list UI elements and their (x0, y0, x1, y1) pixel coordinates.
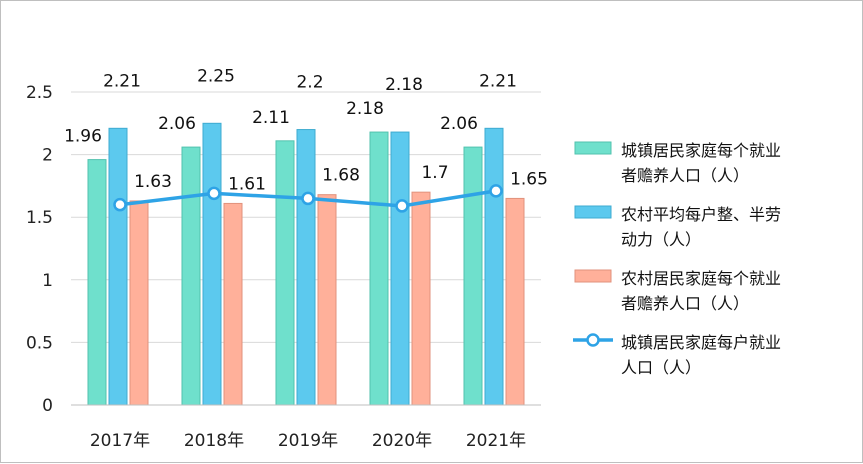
data-label: 2.21 (479, 71, 517, 91)
data-label: 2.25 (197, 66, 235, 86)
legend-swatch-0 (574, 141, 612, 155)
legend-label: 者赡养人口（人） (621, 166, 749, 185)
data-label: 2.11 (252, 108, 290, 128)
x-tick-label: 2018年 (184, 431, 244, 451)
data-label: 2.21 (103, 71, 141, 91)
y-tick-label: 2 (42, 146, 53, 166)
bar-2-3 (411, 191, 431, 406)
bar-0-1 (181, 146, 201, 406)
bar-0-2 (275, 140, 295, 406)
y-tick-label: 2.5 (26, 83, 53, 103)
data-label: 2.06 (440, 114, 478, 134)
axes: 0 0.5 1 1.5 2 2.5 2017年 2018年 2019年 2020年 2021年 (26, 83, 541, 451)
bar-2-4 (505, 197, 525, 406)
data-label: 1.63 (134, 172, 172, 192)
x-tick-label: 2021年 (466, 431, 526, 451)
line-series (113, 184, 503, 213)
x-tick-label: 2017年 (90, 431, 150, 451)
bars (87, 122, 525, 406)
bar-1-1 (202, 122, 222, 406)
bar-1-3 (390, 131, 410, 406)
bar-2-0 (129, 200, 149, 406)
y-tick-label: 0.5 (26, 333, 53, 353)
y-tick-label: 0 (42, 396, 53, 416)
x-tick-label: 2019年 (278, 431, 338, 451)
data-labels: 1.96 2.06 2.11 2.18 2.06 2.21 2.25 2.2 2.18 2.21 1… (64, 66, 548, 194)
legend-label: 农村居民家庭每个就业 (621, 269, 781, 288)
legend-swatch-1 (574, 205, 612, 219)
bar-0-0 (87, 159, 107, 406)
legend-label: 城镇居民家庭每户就业 (621, 333, 781, 352)
data-label: 1.7 (421, 163, 448, 183)
bar-0-3 (369, 131, 389, 406)
data-label: 2.18 (346, 99, 384, 119)
legend-label: 人口（人） (621, 358, 701, 377)
bar-1-2 (296, 129, 316, 406)
legend-label: 农村平均每户整、半劳 (621, 205, 781, 224)
x-tick-label: 2020年 (372, 431, 432, 451)
data-label: 2.2 (296, 73, 323, 93)
line-point-1 (207, 186, 221, 201)
legend-label: 动力（人） (621, 230, 701, 249)
legend-swatch-2 (574, 269, 612, 283)
bar-1-4 (484, 127, 504, 406)
data-label: 1.96 (64, 127, 102, 147)
y-tick-label: 1.5 (26, 208, 53, 228)
legend-label: 城镇居民家庭每个就业 (621, 141, 781, 160)
line-point-2 (301, 191, 315, 206)
line-point-4 (489, 184, 503, 198)
y-tick-label: 1 (42, 271, 53, 291)
bar-2-1 (223, 202, 243, 406)
data-label: 1.65 (510, 169, 548, 189)
bar-1-0 (108, 127, 128, 406)
data-label: 1.68 (322, 166, 360, 186)
bar-0-4 (463, 146, 483, 406)
legend-swatch-marker (586, 333, 600, 347)
data-label: 2.06 (158, 114, 196, 134)
data-label: 2.18 (385, 75, 423, 95)
legend-label: 者赡养人口（人） (621, 294, 749, 313)
line-point-0 (113, 197, 127, 212)
line-point-3 (395, 199, 409, 213)
bar-2-2 (317, 194, 337, 406)
data-label: 1.61 (228, 174, 266, 194)
